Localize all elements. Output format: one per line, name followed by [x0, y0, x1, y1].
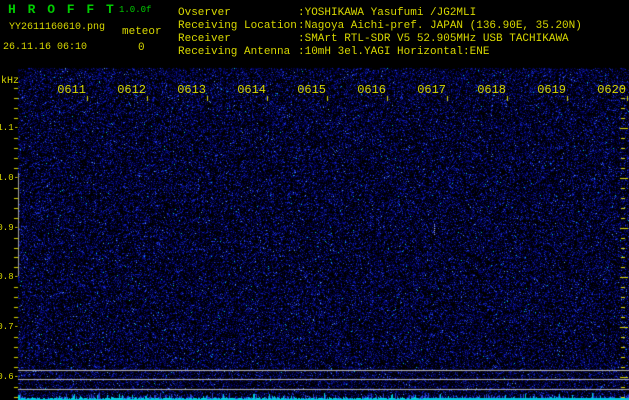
station-info-label: Receiving Antenna: [178, 46, 291, 58]
station-info-row: Receiver :SMArt RTL-SDR V5 52.905MHz USB …: [178, 33, 582, 46]
time-tick-label: 0620: [597, 83, 626, 97]
output-filename: YY2611160610.png: [9, 22, 106, 33]
time-tick-label: 0611: [57, 83, 86, 97]
time-tick-label: 0618: [477, 83, 506, 97]
station-info-row: Ovserver :YOSHIKAWA Yasufumi /JG2MLI: [178, 7, 582, 20]
freq-tick-label: 1.0: [0, 173, 19, 183]
station-info-row: Receiving Location:Nagoya Aichi-pref. JA…: [178, 20, 582, 33]
freq-tick-label: 1.1: [0, 123, 19, 133]
time-tick-label: 0614: [237, 83, 266, 97]
time-tick-label: 0619: [537, 83, 566, 97]
time-tick-label: 0613: [177, 83, 206, 97]
app-version: 1.0.0f: [119, 5, 152, 15]
station-info-label: Receiver: [178, 33, 231, 45]
freq-unit-label: kHz: [1, 76, 20, 87]
station-info-value: :Nagoya Aichi-pref. JAPAN (136.90E, 35.2…: [298, 20, 582, 32]
freq-tick-label: 0.6: [0, 372, 19, 382]
station-info-value: :YOSHIKAWA Yasufumi /JG2MLI: [298, 7, 477, 19]
record-datetime: 26.11.16 06:10: [3, 42, 88, 53]
freq-tick-label: 0.7: [0, 322, 19, 332]
time-tick-label: 0616: [357, 83, 386, 97]
station-info-value: :SMArt RTL-SDR V5 52.905MHz USB TACHIKAW…: [298, 33, 569, 45]
station-info-label: Receiving Location: [178, 20, 297, 32]
station-info-label: Ovserver: [178, 7, 231, 19]
time-tick-label: 0612: [117, 83, 146, 97]
mode-label: meteor: [122, 26, 162, 38]
meteor-count: 0: [138, 42, 145, 54]
station-info: Ovserver:YOSHIKAWA Yasufumi /JG2MLI Recei…: [178, 7, 582, 59]
freq-tick-label: 0.8: [0, 272, 19, 282]
station-info-row: Receiving Antenna :10mH 3el.YAGI Horizont…: [178, 46, 582, 59]
time-tick-label: 0617: [417, 83, 446, 97]
station-info-value: :10mH 3el.YAGI Horizontal:ENE: [298, 46, 490, 58]
app-title: H R O F F T: [8, 2, 116, 17]
time-tick-label: 0615: [297, 83, 326, 97]
freq-tick-label: 0.9: [0, 223, 19, 233]
